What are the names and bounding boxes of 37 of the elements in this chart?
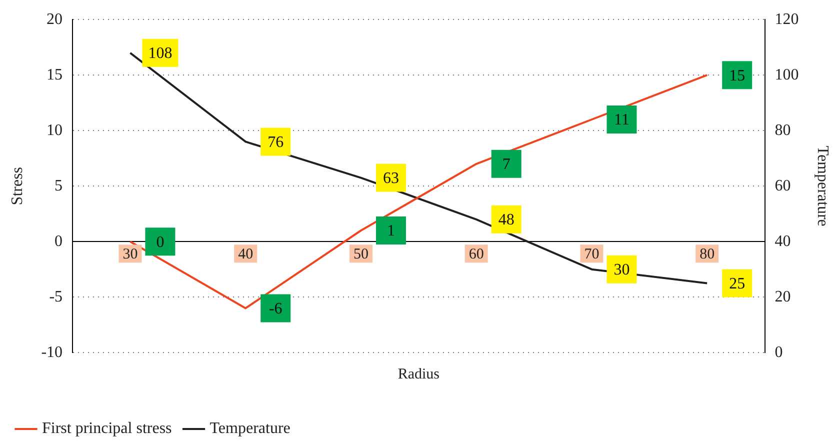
x-tick-label: 40 xyxy=(238,246,254,263)
data-label: 0 xyxy=(156,234,164,251)
y2-tick-label: 20 xyxy=(774,288,791,306)
data-label: 48 xyxy=(498,212,514,229)
y2-tick-label: 0 xyxy=(774,344,783,361)
y2-tick-label: 60 xyxy=(774,177,791,194)
legend-label: Temperature xyxy=(210,420,290,438)
y2-tick-label: 120 xyxy=(774,10,799,28)
x-tick-label: 70 xyxy=(584,246,600,263)
legend-label: First principal stress xyxy=(42,420,172,438)
y-tick-label: -10 xyxy=(41,344,63,361)
x-axis-title: Radius xyxy=(398,366,440,383)
data-label: 76 xyxy=(268,134,284,151)
y-tick-label: 0 xyxy=(54,232,63,250)
y2-tick-label: 100 xyxy=(774,66,799,84)
x-tick-label: 30 xyxy=(122,246,138,263)
x-tick-label: 60 xyxy=(468,246,484,263)
y-tick-label: 20 xyxy=(46,10,63,28)
data-label: 15 xyxy=(729,67,746,84)
data-label: 11 xyxy=(614,112,630,129)
data-label: 1 xyxy=(386,222,395,240)
y-tick-label: 10 xyxy=(46,122,63,139)
data-label: 25 xyxy=(729,275,746,292)
y2-axis-title: Temperature xyxy=(814,146,832,226)
y-tick-label: 15 xyxy=(46,66,63,84)
data-label: 7 xyxy=(502,156,510,174)
x-tick-label: 50 xyxy=(353,246,368,263)
y-tick-label: 5 xyxy=(54,177,63,194)
x-tick-label: 80 xyxy=(700,246,715,263)
y2-tick-label: 40 xyxy=(774,232,791,250)
data-label: -6 xyxy=(268,300,282,318)
data-label: 30 xyxy=(614,262,630,279)
y2-tick-label: 80 xyxy=(774,122,791,139)
y-tick-label: -5 xyxy=(49,288,63,306)
data-label: 108 xyxy=(148,45,172,62)
data-label: 63 xyxy=(382,170,399,187)
y-axis-title: Stress xyxy=(8,166,26,206)
